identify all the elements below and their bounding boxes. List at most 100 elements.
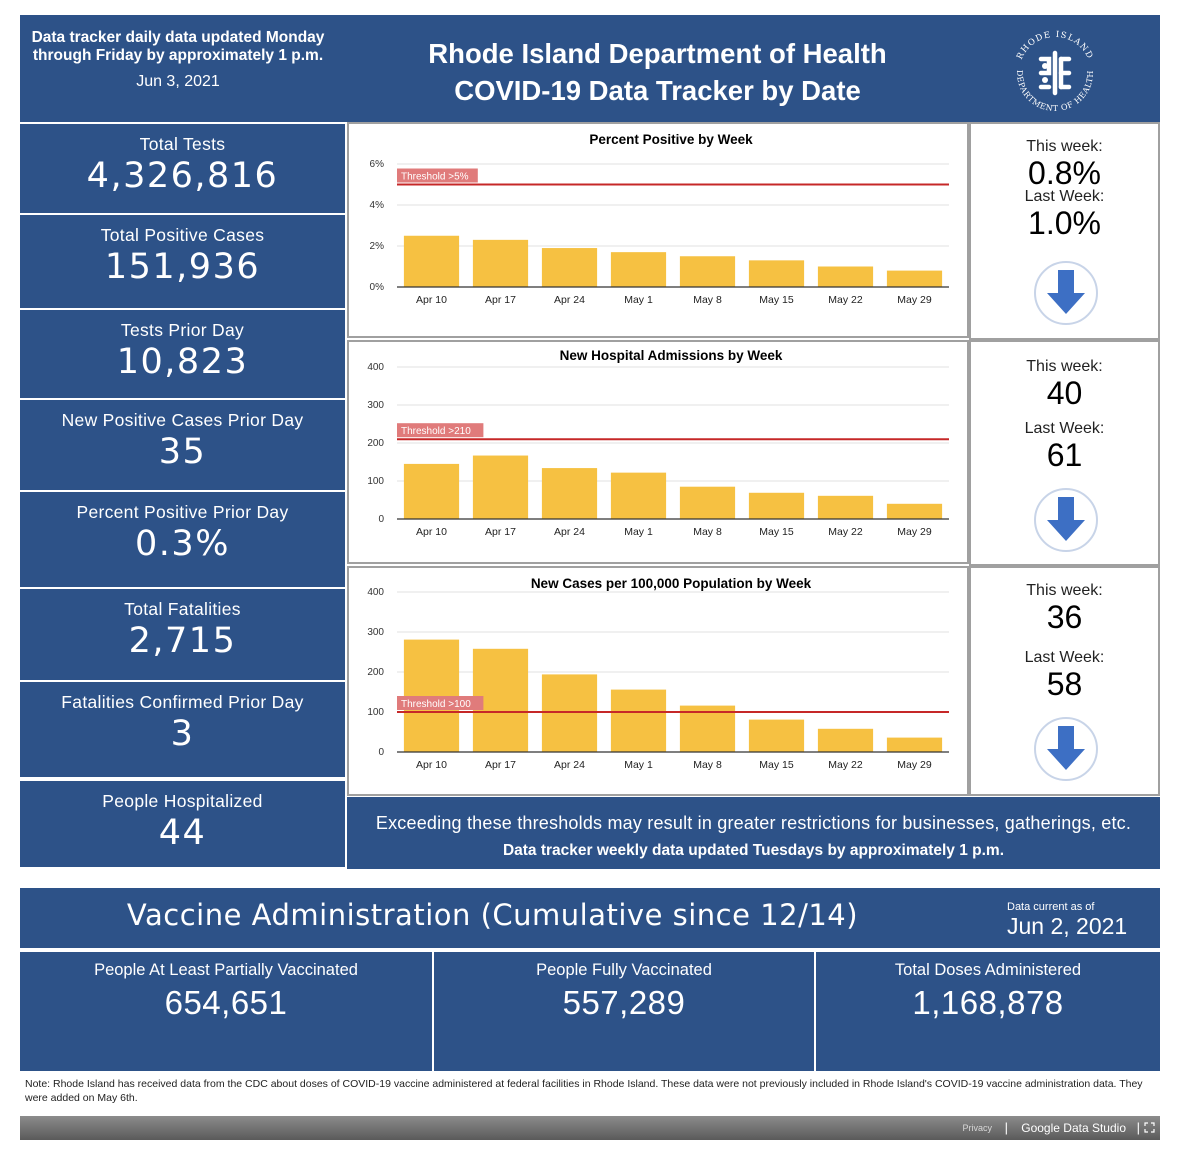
bar	[403, 235, 460, 287]
x-tick-label: May 8	[693, 294, 722, 306]
x-tick-label: May 22	[828, 759, 863, 771]
x-tick-label: Apr 17	[485, 294, 516, 306]
arrow-down-icon	[1034, 717, 1098, 781]
last-week-value: 61	[1046, 437, 1083, 473]
bar	[817, 728, 874, 752]
y-tick-label: 200	[367, 438, 384, 449]
this-week-label: This week:	[1026, 138, 1103, 155]
chart-panel-percent-positive: Percent Positive by Week 0% 2% 4% 6% Apr 10 Ap…	[347, 122, 969, 338]
google-data-studio-link[interactable]: Google Data Studio	[1021, 1121, 1126, 1135]
bar	[886, 270, 943, 287]
bar	[610, 689, 667, 752]
bar	[886, 737, 943, 752]
threshold-label-bg	[397, 168, 478, 183]
stat-label: Total Fatalities	[124, 599, 241, 619]
threshold-label: Threshold >100	[401, 699, 471, 710]
stat-value: 10,823	[116, 342, 249, 382]
stat-total-fatalities: Total Fatalities 2,715	[20, 589, 345, 680]
vaccine-label: People At Least Partially Vaccinated	[94, 961, 358, 979]
x-tick-label: Apr 10	[416, 526, 447, 538]
x-tick-label: Apr 17	[485, 759, 516, 771]
x-tick-label: May 29	[897, 759, 932, 771]
last-week-label: Last Week:	[1024, 649, 1105, 666]
fullscreen-icon[interactable]	[1144, 1122, 1155, 1133]
x-tick-label: May 15	[759, 526, 794, 538]
x-tick-label: May 29	[897, 526, 932, 538]
x-tick-label: May 22	[828, 294, 863, 306]
x-tick-label: May 8	[693, 526, 722, 538]
bar	[679, 256, 736, 287]
vaccine-value: 1,168,878	[912, 984, 1064, 1021]
stat-label: Fatalities Confirmed Prior Day	[61, 692, 304, 712]
title-line-2: COVID-19 Data Tracker by Date	[454, 75, 861, 106]
stat-value: 35	[158, 432, 207, 472]
bar	[541, 674, 598, 752]
y-tick-label: 400	[367, 362, 384, 373]
stat-percent-positive-prior-day: Percent Positive Prior Day 0.3%	[20, 492, 345, 587]
stat-label: Tests Prior Day	[120, 320, 245, 340]
x-tick-label: May 1	[624, 526, 653, 538]
footer-bar: Privacy | Google Data Studio |	[20, 1116, 1160, 1140]
stat-label: Total Positive Cases	[100, 225, 265, 245]
y-tick-label: 0	[378, 747, 384, 758]
new-cases-chart: New Cases per 100,000 Population by Week…	[367, 576, 949, 771]
x-tick-label: May 22	[828, 526, 863, 538]
y-tick-label: 100	[367, 476, 384, 487]
x-tick-label: Apr 17	[485, 526, 516, 538]
y-tick-label: 200	[367, 667, 384, 678]
threshold-note: Exceeding these thresholds may result in…	[375, 813, 1132, 833]
bar	[679, 705, 736, 752]
vaccine-label: People Fully Vaccinated	[536, 961, 712, 979]
ri-health-seal-icon: RHODE ISLAND DEPARTMENT OF HEALTH	[1015, 30, 1095, 113]
weekly-summary-hospital-admissions: This week: 40 Last Week: 61	[969, 340, 1160, 566]
hospital-admissions-chart: New Hospital Admissions by Week 0 100 200 30…	[367, 348, 949, 538]
bar	[679, 486, 736, 519]
y-tick-label: 300	[367, 400, 384, 411]
last-week-value: 58	[1046, 666, 1083, 702]
chart-title: New Hospital Admissions by Week	[560, 348, 783, 363]
last-week-label: Last Week:	[1024, 420, 1105, 437]
x-tick-label: Apr 10	[416, 294, 447, 306]
arrow-down-icon	[1034, 488, 1098, 552]
report-date: Jun 3, 2021	[136, 73, 220, 90]
vaccine-total-doses: Total Doses Administered 1,168,878	[816, 952, 1160, 1071]
privacy-link[interactable]: Privacy	[962, 1123, 992, 1133]
update-note-block: Data tracker daily data updated Monday t…	[20, 15, 336, 122]
threshold-note-box: Exceeding these thresholds may result in…	[347, 797, 1160, 869]
stat-value: 4,326,816	[86, 156, 279, 196]
stat-total-tests: Total Tests 4,326,816	[20, 124, 345, 213]
vaccine-value: 654,651	[164, 984, 288, 1021]
y-tick-label: 0	[378, 514, 384, 525]
bar	[403, 639, 460, 752]
bar	[748, 719, 805, 752]
data-current-label: Data current as of	[1007, 901, 1095, 913]
chart-title: Percent Positive by Week	[589, 132, 753, 147]
data-current-date: Jun 2, 2021	[1007, 913, 1128, 939]
stat-total-positive-cases: Total Positive Cases 151,936	[20, 215, 345, 308]
page-title: Rhode Island Department of Health COVID-…	[336, 15, 979, 122]
arrow-down-icon	[1034, 261, 1098, 325]
threshold-label-bg	[397, 423, 484, 438]
y-tick-label: 300	[367, 627, 384, 638]
header-banner: Data tracker daily data updated Monday t…	[20, 15, 1160, 122]
stat-label: People Hospitalized	[102, 791, 263, 811]
chart-panel-new-cases: New Cases per 100,000 Population by Week…	[347, 566, 969, 796]
title-line-1: Rhode Island Department of Health	[428, 38, 887, 69]
stat-label: Total Tests	[139, 134, 226, 154]
y-tick-label: 400	[367, 587, 384, 598]
this-week-label: This week:	[1026, 582, 1103, 599]
stat-tests-prior-day: Tests Prior Day 10,823	[20, 310, 345, 398]
last-week-label: Last Week:	[1024, 188, 1105, 205]
threshold-label: Threshold >210	[401, 426, 471, 437]
footer-separator: |	[1136, 1120, 1140, 1135]
weekly-summary-percent-positive: This week: 0.8% Last Week: 1.0%	[969, 122, 1160, 340]
vaccine-fully-vaccinated: People Fully Vaccinated 557,289	[434, 952, 814, 1071]
y-tick-label: 2%	[370, 241, 385, 252]
x-tick-label: May 1	[624, 759, 653, 771]
threshold-label-bg	[397, 696, 484, 710]
stat-value: 44	[158, 813, 207, 853]
this-week-label: This week:	[1026, 358, 1103, 375]
stat-label: New Positive Cases Prior Day	[61, 410, 304, 430]
bar	[817, 495, 874, 519]
bar	[541, 248, 598, 287]
